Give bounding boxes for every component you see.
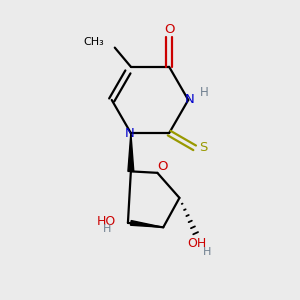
Text: OH: OH xyxy=(188,237,207,250)
Text: N: N xyxy=(124,127,134,140)
Text: S: S xyxy=(199,141,208,154)
Text: CH₃: CH₃ xyxy=(84,37,104,47)
Text: N: N xyxy=(185,93,195,106)
Polygon shape xyxy=(130,220,163,227)
Text: H: H xyxy=(203,247,212,257)
Text: O: O xyxy=(164,22,174,36)
Text: H: H xyxy=(200,86,209,99)
Text: O: O xyxy=(158,160,168,173)
Text: HO: HO xyxy=(97,215,116,228)
Text: H: H xyxy=(103,224,111,234)
Polygon shape xyxy=(128,133,134,171)
